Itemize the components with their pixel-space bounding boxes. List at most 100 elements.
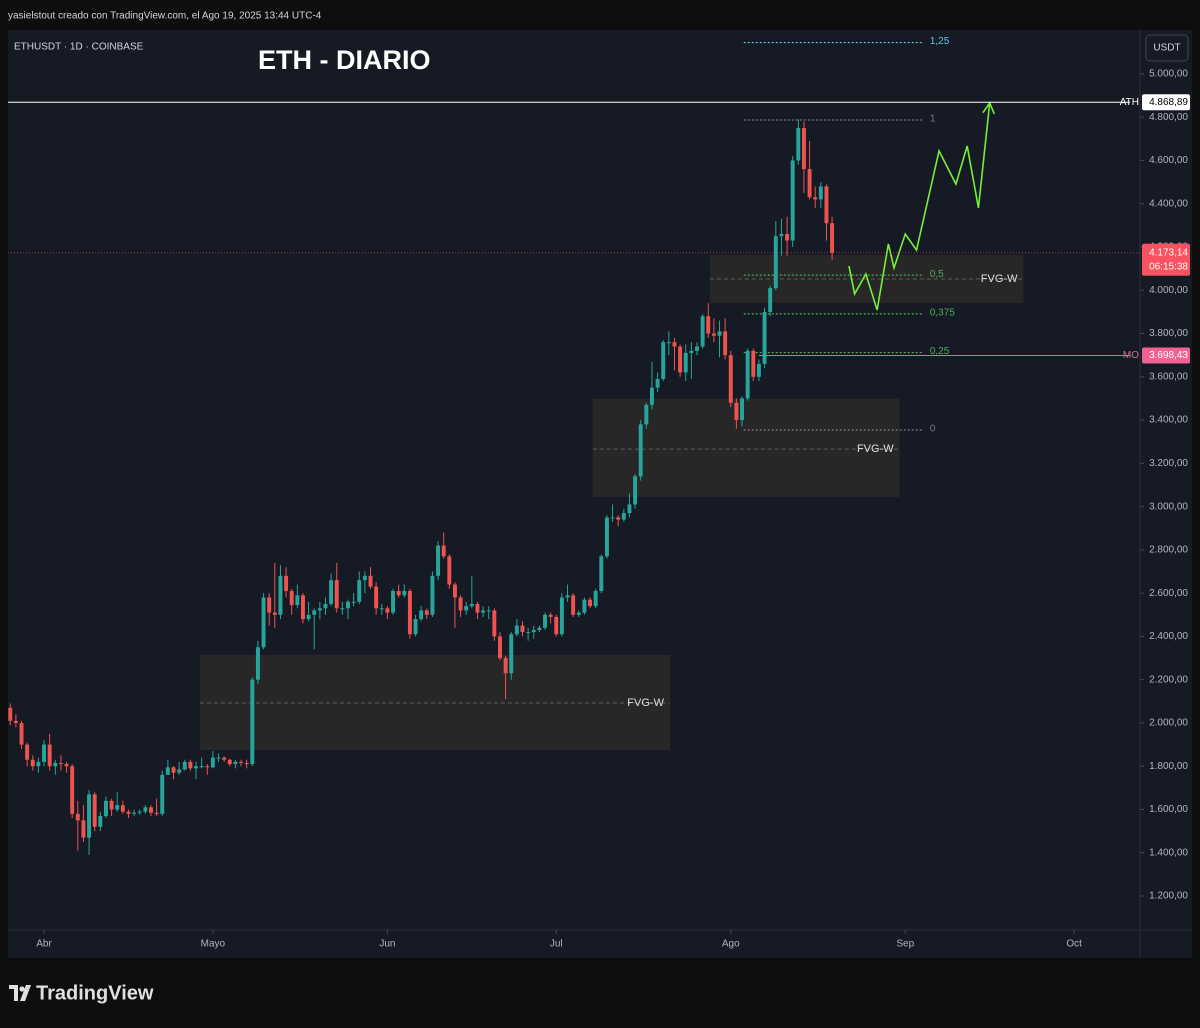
candle-body xyxy=(413,619,418,635)
y-tick-label: 4.800,00 xyxy=(1149,112,1188,123)
candle-body xyxy=(379,608,384,610)
candle-body xyxy=(430,575,435,615)
candle-body xyxy=(115,805,120,810)
y-tick-label: 1.600,00 xyxy=(1149,804,1188,815)
candle-body xyxy=(385,608,390,613)
candle-body xyxy=(357,580,362,602)
level-name: MO xyxy=(1123,350,1139,361)
candle-body xyxy=(120,805,125,812)
candle-body xyxy=(543,614,547,628)
candle-body xyxy=(700,316,705,347)
candle-body xyxy=(695,346,699,351)
candle-body xyxy=(627,504,632,514)
candle-body xyxy=(227,759,232,765)
candle-body xyxy=(633,476,638,505)
candle-body xyxy=(53,762,58,767)
candle-body xyxy=(188,761,193,769)
candle-body xyxy=(582,599,587,613)
candle-body xyxy=(452,584,457,598)
candle-body xyxy=(126,811,131,814)
candle-body xyxy=(30,759,35,767)
candle-body xyxy=(171,767,176,773)
candle-body xyxy=(419,610,424,620)
candle-body xyxy=(756,363,761,377)
candle-body xyxy=(216,757,221,759)
candle-body xyxy=(317,608,322,611)
candle-body xyxy=(537,627,542,630)
y-tick-label: 2.200,00 xyxy=(1149,674,1188,685)
candle-body xyxy=(717,331,722,336)
y-tick-label: 5.000,00 xyxy=(1149,69,1188,80)
candle-body xyxy=(503,658,508,674)
candle-body xyxy=(773,236,778,289)
countdown: 06:15:38 xyxy=(1149,261,1188,272)
caption: yasielstout creado con TradingView.com, … xyxy=(8,11,322,22)
candle-body xyxy=(610,517,615,519)
candle-body xyxy=(734,402,739,421)
candle-body xyxy=(751,350,756,377)
candle-body xyxy=(785,234,790,241)
x-tick-label: Ago xyxy=(722,939,740,950)
y-tick-label: 2.600,00 xyxy=(1149,588,1188,599)
candle-body xyxy=(261,597,266,648)
candle-body xyxy=(64,764,69,767)
candle-body xyxy=(458,597,463,611)
candle-body xyxy=(284,575,289,591)
candle-body xyxy=(593,590,598,607)
candle-body xyxy=(87,794,92,838)
candle-body xyxy=(25,744,30,760)
currency[interactable]: USDT xyxy=(1153,43,1180,54)
candle-body xyxy=(199,766,204,768)
candle-body xyxy=(441,545,446,557)
candle-body xyxy=(47,744,52,767)
candle-body xyxy=(300,595,305,620)
logo-mark xyxy=(9,985,18,1001)
candle-body xyxy=(779,234,784,237)
candle-body xyxy=(762,311,767,364)
candle-body xyxy=(548,614,553,617)
candle-body xyxy=(194,766,198,769)
candle-body xyxy=(289,590,294,606)
y-tick-label: 1.200,00 xyxy=(1149,891,1188,902)
candle-body xyxy=(210,757,215,768)
x-tick-label: Sep xyxy=(896,939,914,950)
candle-body xyxy=(475,603,480,613)
candle-body xyxy=(132,812,137,814)
candle-body xyxy=(160,774,165,814)
candle-body xyxy=(818,186,823,200)
fib-label: 0,25 xyxy=(930,346,950,357)
fib-label: 0 xyxy=(930,424,936,435)
fvg-label: FVG-W xyxy=(627,697,664,709)
candle-body xyxy=(250,679,255,765)
projection-arrowhead xyxy=(982,101,996,115)
candle-body xyxy=(368,575,373,587)
x-tick-label: Jun xyxy=(379,939,395,950)
candle-body xyxy=(272,612,277,615)
candle-body xyxy=(830,223,835,253)
level-price-box xyxy=(1142,94,1190,111)
y-tick-label: 1.400,00 xyxy=(1149,847,1188,858)
candle-body xyxy=(644,404,649,425)
y-tick-label: 4.400,00 xyxy=(1149,198,1188,209)
candle-body xyxy=(182,761,187,770)
candle-body xyxy=(531,629,536,633)
candle-body xyxy=(391,590,395,613)
candle-body xyxy=(509,634,514,674)
brand: TradingView xyxy=(36,982,154,1004)
logo-dot xyxy=(19,986,25,992)
candle-body xyxy=(796,128,801,161)
candle-body xyxy=(402,590,407,596)
candle-body xyxy=(447,556,452,585)
currency-box[interactable] xyxy=(1145,34,1189,62)
candle-body xyxy=(649,387,654,405)
fib-label: 0,375 xyxy=(930,307,955,318)
plot-area: FVG-W FVG-W FVG-W 1,25 1 0,5 0,375 0,25 0 xyxy=(8,36,1024,855)
x-tick-label: Mayo xyxy=(201,939,226,950)
candle-body xyxy=(486,610,491,612)
candle-body xyxy=(374,586,379,609)
candle-body xyxy=(768,288,773,312)
candle-body xyxy=(498,636,502,659)
candle-body xyxy=(75,813,80,821)
candle-body xyxy=(661,342,666,379)
